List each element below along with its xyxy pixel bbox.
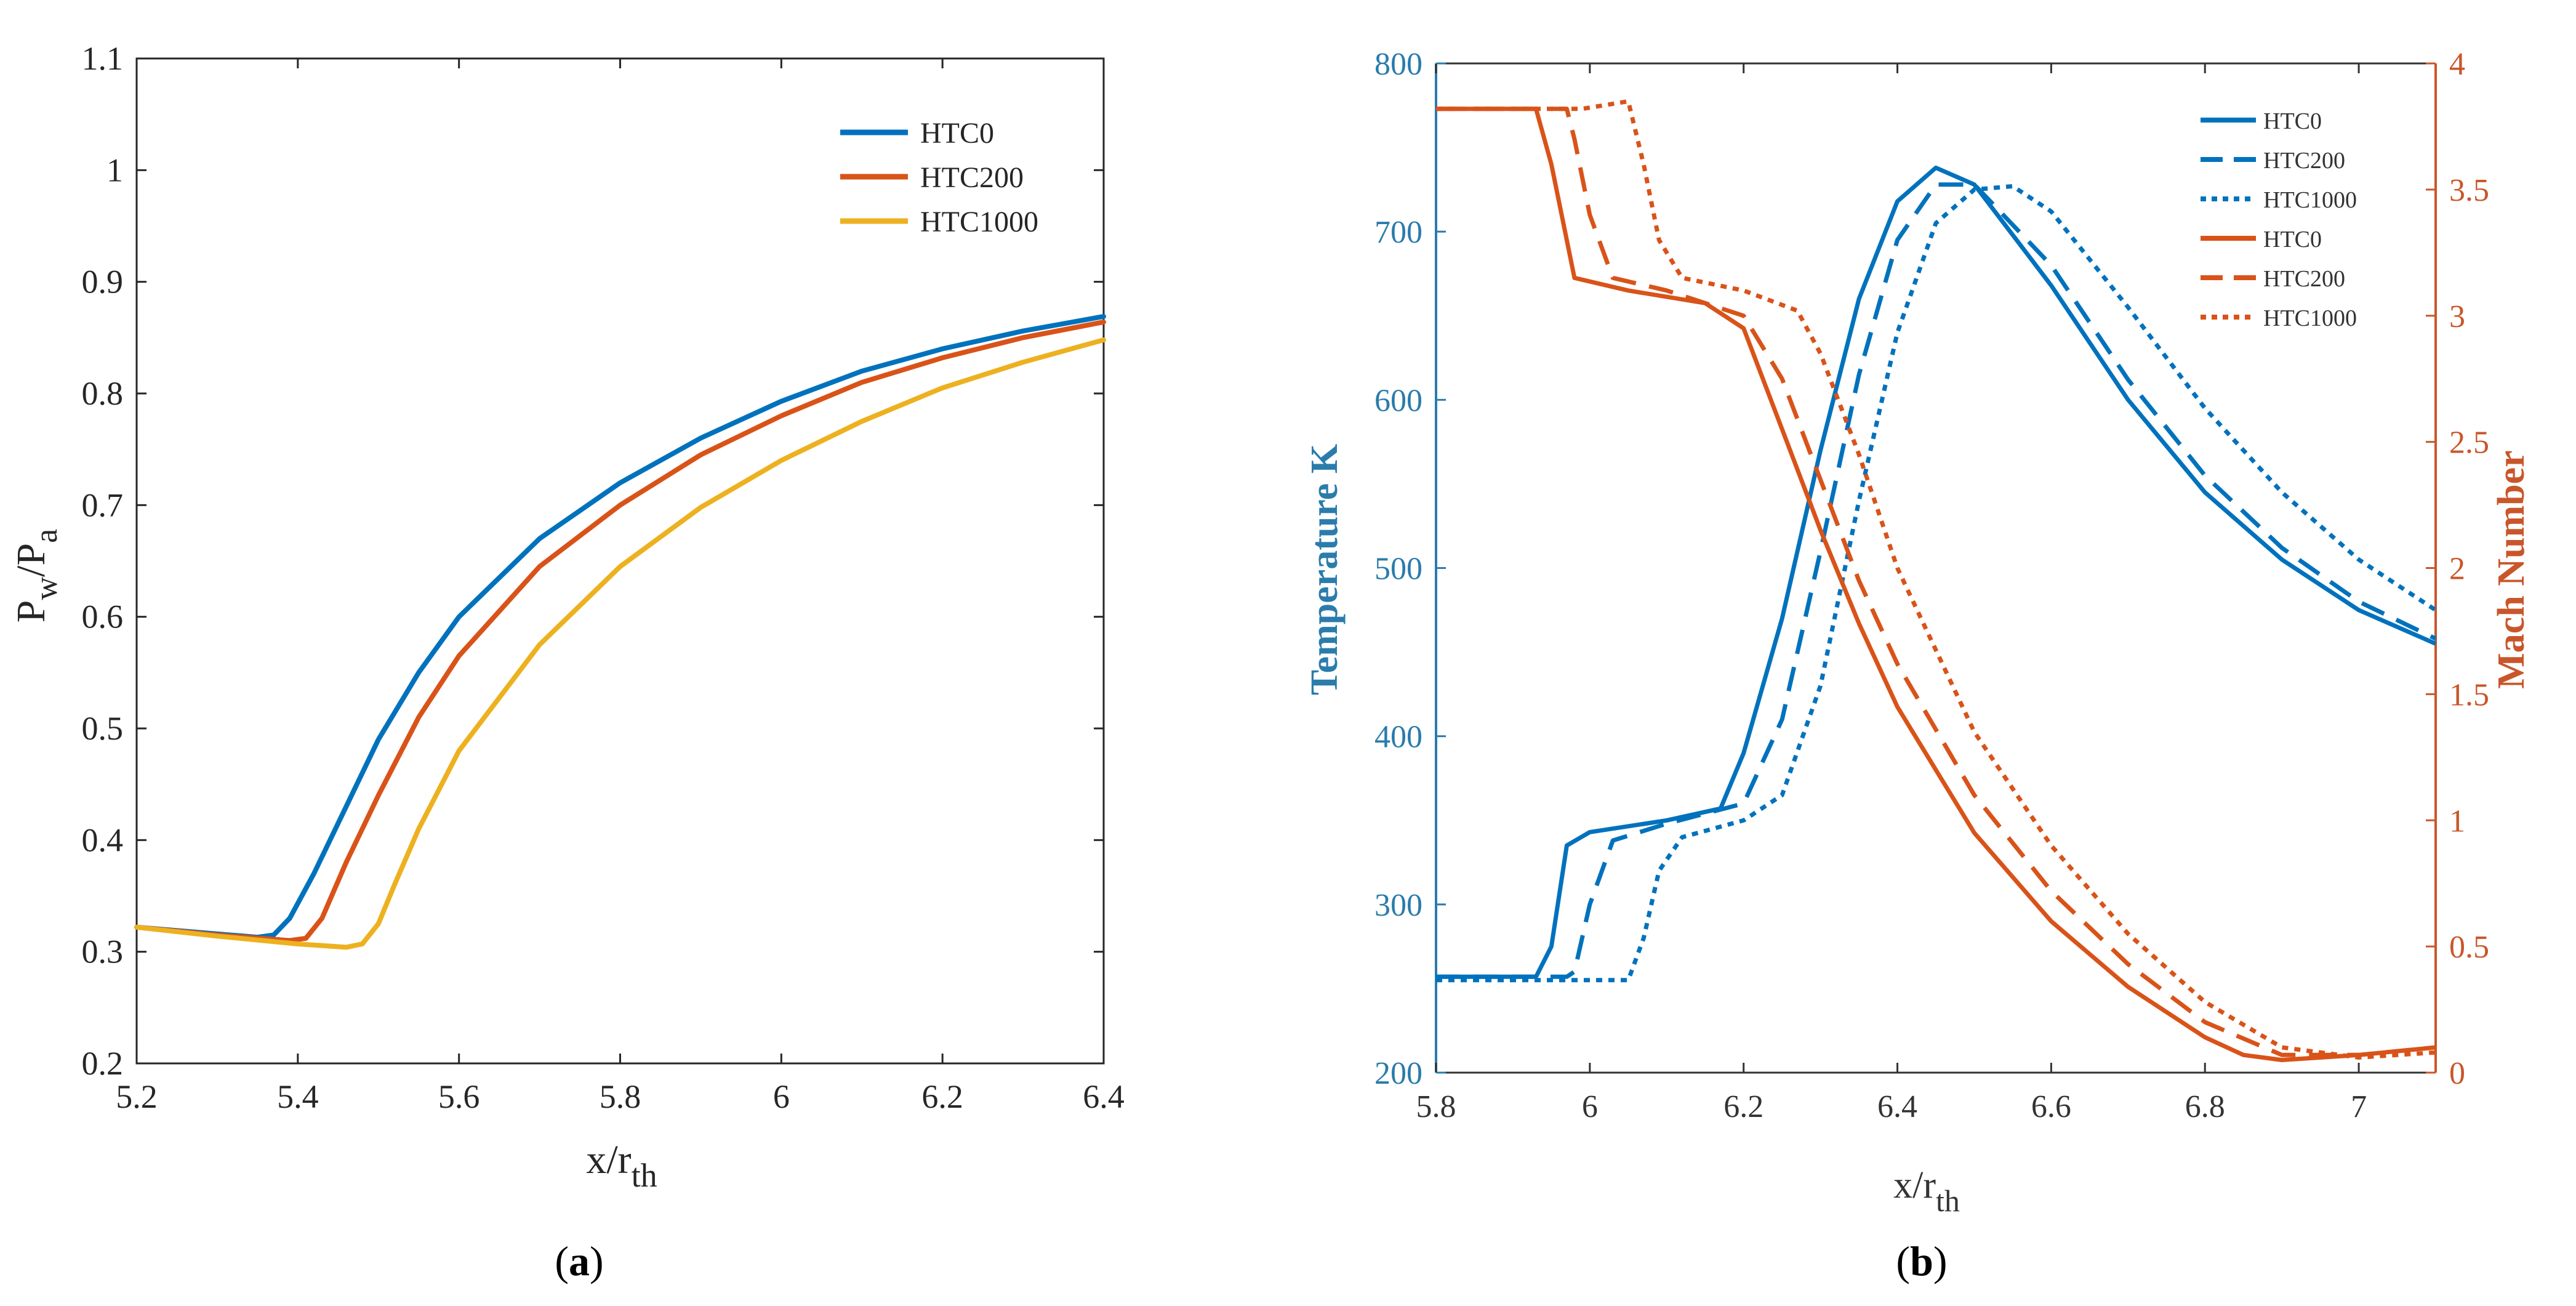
panel-b-ytick-label-left: 800 bbox=[1374, 47, 1422, 82]
panel-b-xtick-label: 6.4 bbox=[1877, 1089, 1917, 1124]
panel-b-ytick-label-left: 600 bbox=[1374, 383, 1422, 418]
panel-b-xtick-label: 7 bbox=[2351, 1089, 2367, 1124]
panel-a-xtick-label: 5.6 bbox=[438, 1078, 480, 1115]
panel-b-ytick-label-right: 1.5 bbox=[2449, 677, 2489, 712]
panel-b-ytick-label-right: 3.5 bbox=[2449, 173, 2489, 208]
panel-a-ylabel: Pw/Pa bbox=[9, 529, 64, 623]
panel-a-chart: 5.2 5.4 5.6 5.8 6 6.2 6.4 0.2 0.3 0.4 0.5 0.6 0.7 0.8… bbox=[82, 40, 1125, 1115]
panel-b-xtick-label: 6.8 bbox=[2185, 1089, 2225, 1124]
panel-b-ytick-label-right: 0.5 bbox=[2449, 930, 2489, 965]
panel-b-legend-label: HTC1000 bbox=[2263, 305, 2357, 331]
panel-a-ytick-label: 0.5 bbox=[82, 710, 124, 747]
panel-b-ylabel-left: Temperature K bbox=[1304, 444, 1346, 695]
panel-a-ytick-label: 1 bbox=[106, 151, 123, 188]
panel-b-xtick-label: 6.6 bbox=[2031, 1089, 2071, 1124]
panel-a-caption-letter: a bbox=[569, 1238, 590, 1284]
panel-a-xlabel-main: x/r bbox=[586, 1137, 631, 1182]
panel-a-ytick-label: 1.1 bbox=[82, 40, 124, 77]
panel-b-caption-letter: b bbox=[1910, 1238, 1933, 1284]
panel-b-ytick-label-left: 200 bbox=[1374, 1056, 1422, 1091]
panel-b-series-line-right-htc200 bbox=[1436, 107, 2436, 1057]
panel-a-series-line-htc200 bbox=[134, 319, 1106, 943]
panel-b-caption-close: ) bbox=[1933, 1238, 1948, 1284]
panel-a-xlabel: x/rth bbox=[586, 1137, 657, 1194]
panel-b-xlabel: x/rth bbox=[1893, 1164, 1960, 1218]
panel-b-ytick-label-left: 300 bbox=[1374, 888, 1422, 923]
panel-a-xtick-label: 5.2 bbox=[116, 1078, 158, 1115]
panel-b-ylabel-right: Mach Number bbox=[2490, 450, 2532, 688]
panel-b-ytick-label-left: 500 bbox=[1374, 552, 1422, 587]
panel-b-xtick-label: 5.8 bbox=[1416, 1089, 1456, 1124]
panel-a-caption: (a) bbox=[555, 1238, 603, 1284]
panel-a-ylabel-a: a bbox=[29, 529, 64, 543]
panel-a-xtick-label: 6 bbox=[773, 1078, 790, 1115]
panel-b-ytick-label-right: 4 bbox=[2449, 47, 2465, 82]
panel-a-ylabel-p: P bbox=[9, 600, 54, 623]
panel-a-xtick-label: 6.2 bbox=[921, 1078, 963, 1115]
panel-b-xlabel-sub: th bbox=[1936, 1183, 1960, 1218]
panel-b-series-line-right-htc0 bbox=[1436, 107, 2436, 1062]
panel-a-ylabel-slash: /P bbox=[9, 543, 54, 577]
panel-a-ytick-label: 0.9 bbox=[82, 264, 124, 300]
panel-b-ytick-label-right: 1 bbox=[2449, 804, 2465, 839]
panel-b-ytick-label-right: 0 bbox=[2449, 1056, 2465, 1091]
panel-b-caption: (b) bbox=[1896, 1238, 1947, 1284]
panel-a-ytick-label: 0.7 bbox=[82, 486, 124, 523]
panel-a-ytick-label: 0.2 bbox=[82, 1045, 124, 1082]
panel-b-chart: 5.8 6 6.2 6.4 6.6 6.8 7 200 300 400 500 600 700 800 0 0… bbox=[1374, 47, 2489, 1124]
panel-b-legend-label: HTC0 bbox=[2263, 227, 2322, 252]
panel-b-ytick-label-right: 2.5 bbox=[2449, 425, 2489, 461]
panel-a-ytick-label: 0.8 bbox=[82, 375, 124, 412]
panel-a-xtick-label: 5.8 bbox=[600, 1078, 641, 1115]
panel-a-xtick-label: 6.4 bbox=[1083, 1078, 1125, 1115]
panel-b-ytick-label-left: 400 bbox=[1374, 720, 1422, 755]
panel-a-legend-label: HTC1000 bbox=[920, 206, 1038, 238]
panel-a-legend-label: HTC200 bbox=[920, 161, 1024, 194]
panel-a-ylabel-w: w bbox=[29, 576, 64, 600]
panel-b-series-line-left-htc200 bbox=[1436, 182, 2437, 979]
panel-b-xlabel-main: x/r bbox=[1893, 1164, 1936, 1206]
panel-b-legend-label: HTC200 bbox=[2263, 266, 2345, 292]
panel-a-legend-label: HTC0 bbox=[920, 117, 994, 150]
panel-a-ytick-label: 0.3 bbox=[82, 933, 124, 970]
panel-b-ytick-label-left: 700 bbox=[1374, 215, 1422, 250]
panel-b-ytick-label-right: 3 bbox=[2449, 299, 2465, 334]
panel-a-ytick-label: 0.6 bbox=[82, 599, 124, 635]
panel-b-legend-label: HTC0 bbox=[2263, 108, 2322, 134]
panel-a-series-line-htc0 bbox=[134, 313, 1106, 940]
panel-b-xtick-label: 6.2 bbox=[1723, 1089, 1763, 1124]
panel-b-series-line-right-htc1000 bbox=[1436, 99, 2436, 1060]
panel-a-xlabel-sub: th bbox=[632, 1157, 657, 1194]
panel-b-series-line-left-htc0 bbox=[1436, 165, 2437, 979]
panel-b-legend-label: HTC1000 bbox=[2263, 187, 2357, 213]
panel-b-caption-open: ( bbox=[1896, 1238, 1910, 1284]
panel-a-caption-open: ( bbox=[555, 1238, 569, 1284]
panel-b-legend-label: HTC200 bbox=[2263, 148, 2345, 174]
panel-a-ytick-label: 0.4 bbox=[82, 821, 124, 858]
panel-b-xtick-label: 6 bbox=[1582, 1089, 1598, 1124]
panel-a-caption-close: ) bbox=[590, 1238, 604, 1284]
panel-a-series-line-htc1000 bbox=[134, 337, 1106, 950]
panel-b-ytick-label-right: 2 bbox=[2449, 552, 2465, 587]
panel-a-xtick-label: 5.4 bbox=[277, 1078, 319, 1115]
